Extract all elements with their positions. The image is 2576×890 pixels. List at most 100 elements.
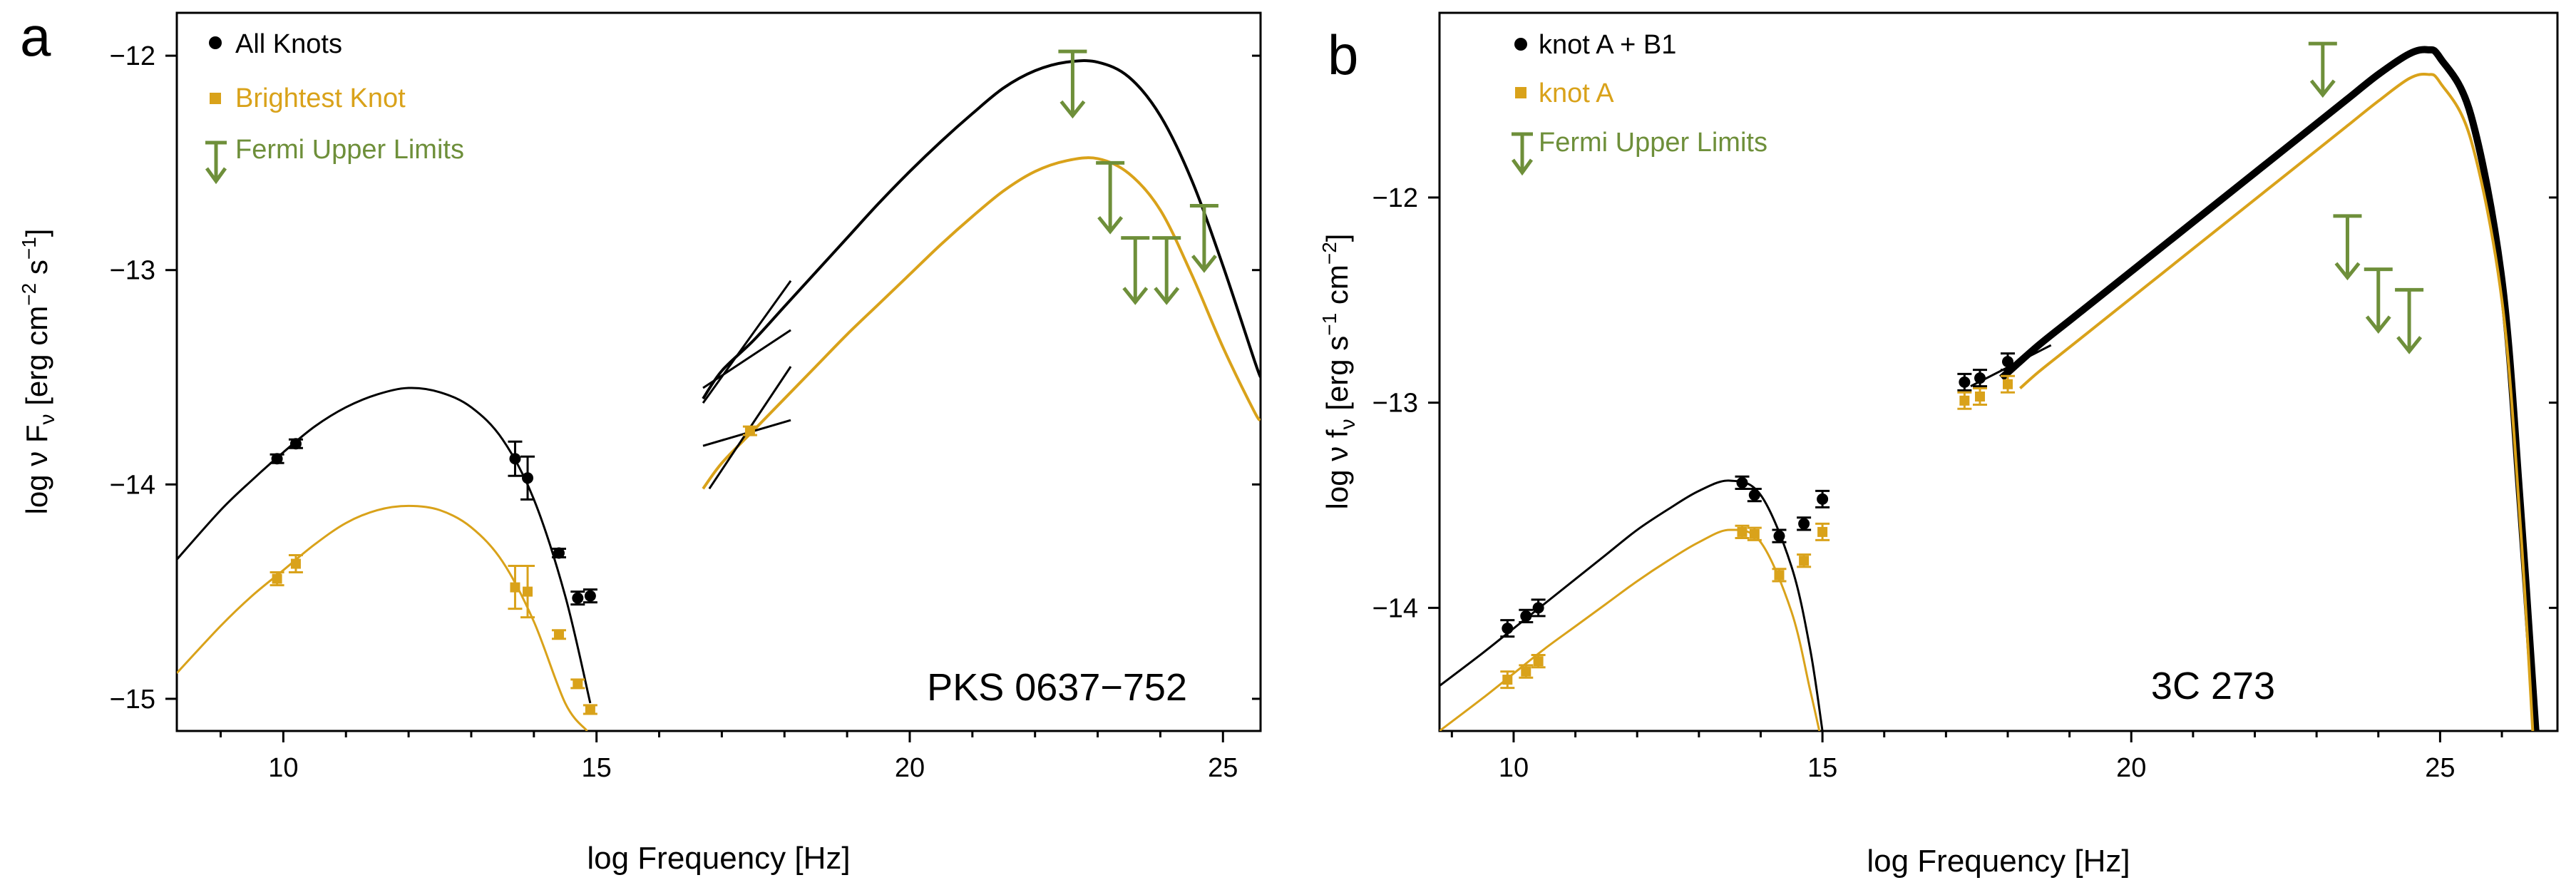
data-point (585, 704, 595, 715)
data-point (1959, 395, 1970, 406)
x-tick-label: 20 (2116, 753, 2146, 783)
x-tick-label: 20 (895, 753, 925, 783)
legend-marker-fermi-upper-limits (1511, 132, 1534, 176)
data-point (289, 438, 302, 450)
legend-marker-knot-a-b1 (1514, 38, 1527, 51)
data-point (744, 426, 755, 436)
data-point (2002, 379, 2013, 389)
model-curve (1999, 46, 2540, 731)
upper-limit-head (2309, 79, 2336, 98)
panel-label: a (20, 5, 51, 68)
model-curve (1440, 479, 1824, 731)
x-axis-label: log Frequency [Hz] (587, 841, 850, 876)
plot-area (175, 11, 1262, 732)
upper-limit-arrow (1058, 49, 1087, 119)
x-axis: 10 15 20 25 (1450, 731, 2503, 783)
upper-limit-arrow (2364, 267, 2393, 334)
y-tick-label: −13 (110, 256, 155, 286)
upper-limit-head (1059, 100, 1086, 119)
data-point (510, 582, 520, 593)
data-point (1737, 526, 1748, 537)
x-axis-label: log Frequency [Hz] (1867, 844, 2130, 879)
data-point (509, 453, 521, 465)
data-point (1749, 528, 1760, 539)
model-curve (2018, 72, 2535, 731)
legend-label-fermi-upper-limits: Fermi Upper Limits (235, 135, 464, 165)
y-tick-label: −14 (110, 470, 155, 500)
y-tick-label: −12 (1372, 183, 1418, 213)
y-axis: −12 −13 −14 −15 (110, 41, 1261, 715)
x-tick-label: 25 (1208, 753, 1238, 783)
data-point (1521, 666, 1531, 677)
x-tick-label: 25 (2425, 753, 2455, 783)
data-point (1959, 376, 1971, 388)
data-point (272, 573, 282, 584)
legend-label-knot-a: knot A (1539, 78, 1614, 108)
data-point (584, 590, 596, 602)
data-point (522, 472, 534, 484)
upper-limit-arrow (1096, 160, 1125, 235)
upper-limit-head (1191, 255, 1217, 273)
upper-limit-arrow (2308, 41, 2337, 98)
upper-limit-head (1097, 216, 1124, 235)
y-axis-label: log ν Fν [erg cm−2 s−1] (18, 229, 59, 515)
legend: knot A + B1 knot A Fermi Upper Limits (1511, 30, 1767, 176)
panel-b: b 10 15 20 25 −12−13−14 log Frequency [Hz] … (1318, 11, 2559, 879)
x-tick-label: 10 (268, 753, 298, 783)
y-tick-label: −14 (1372, 593, 1418, 623)
x-tick-label: 15 (1807, 753, 1837, 783)
y-axis: −12 −13 −14 (1372, 183, 2557, 623)
x-axis: 10 15 20 25 (220, 731, 1238, 783)
data-point (1774, 570, 1785, 580)
data-point (1773, 530, 1785, 542)
data-point (271, 453, 283, 465)
legend-label-brightest-knot: Brightest Knot (235, 83, 406, 113)
data-point (1748, 489, 1760, 501)
data-point (572, 592, 584, 604)
model-curve (177, 504, 588, 731)
data-point (290, 558, 301, 569)
data-point (1520, 610, 1532, 622)
data-point (1817, 493, 1829, 505)
plot-content (177, 49, 1261, 731)
y-tick-label: −12 (110, 41, 155, 71)
upper-limit-head (2396, 336, 2423, 354)
data-point (1533, 656, 1544, 667)
legend-label-knot-a-b1: knot A + B1 (1539, 30, 1676, 60)
bowtie-segment (702, 280, 792, 404)
data-point (1502, 623, 1514, 635)
legend-marker-knot-a (1515, 87, 1526, 98)
upper-limit-arrow (2395, 287, 2424, 354)
legend: All Knots Brightest Knot Fermi Upper Lim… (205, 29, 464, 185)
upper-limit-arrow (1189, 204, 1218, 273)
bowtie-segment (702, 329, 791, 389)
source-name: 3C 273 (2151, 665, 2275, 707)
upper-limit-arrow (1121, 236, 1150, 305)
data-point (1798, 518, 1810, 530)
upper-limit-head (2334, 262, 2361, 281)
upper-limit-head (1122, 287, 1149, 305)
data-point (1975, 392, 1986, 402)
legend-marker-all-knots (209, 36, 222, 49)
data-point (523, 586, 533, 597)
y-tick-label: −15 (110, 685, 155, 715)
upper-limit-arrow (2333, 214, 2362, 281)
legend-label-fermi-upper-limits: Fermi Upper Limits (1539, 128, 1767, 158)
plot-area (1438, 11, 2559, 732)
panel-a: a 10 15 20 25 −12 −13 −14 −15 log Frequency [H… (18, 5, 1262, 876)
y-axis-label: log ν fν [erg s−1 cm−2] (1318, 234, 1360, 510)
x-tick-label: 15 (582, 753, 612, 783)
data-point (1532, 602, 1544, 614)
plot-content (1440, 41, 2540, 731)
model-curve (1440, 528, 1821, 731)
legend-label-all-knots: All Knots (235, 29, 342, 59)
model-curve (702, 59, 1261, 400)
data-point (1799, 556, 1810, 566)
legend-marker-fermi-upper-limits (205, 140, 227, 185)
data-point (1736, 476, 1748, 489)
data-point (553, 629, 564, 640)
data-point (1817, 526, 1828, 537)
plot-clip (177, 59, 1261, 731)
legend-marker-brightest-knot (210, 93, 221, 104)
